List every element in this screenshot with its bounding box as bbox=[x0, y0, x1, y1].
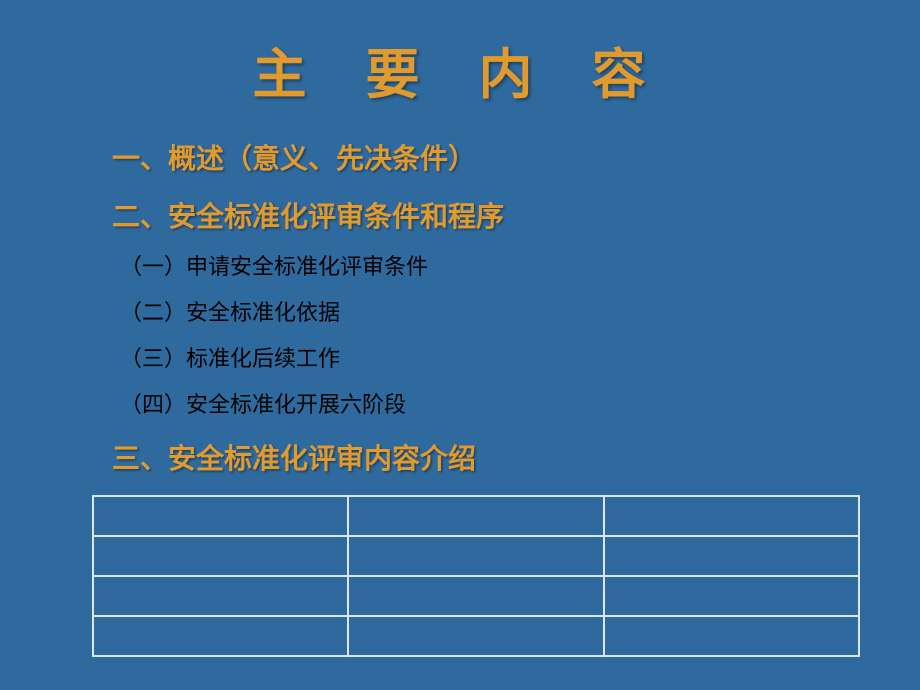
slide-container: 主 要 内 容 一、概述（意义、先决条件） 二、安全标准化评审条件和程序 （一）… bbox=[0, 0, 920, 690]
table-cell bbox=[348, 616, 603, 656]
table-cell bbox=[93, 616, 348, 656]
section-heading-2: 二、安全标准化评审条件和程序 bbox=[112, 195, 840, 235]
table-cell bbox=[93, 496, 348, 536]
table-cell bbox=[348, 576, 603, 616]
content-area: 一、概述（意义、先决条件） 二、安全标准化评审条件和程序 （一）申请安全标准化评… bbox=[0, 137, 920, 477]
table-cell bbox=[348, 496, 603, 536]
table-cell bbox=[604, 536, 859, 576]
table-cell bbox=[93, 576, 348, 616]
slide-title: 主 要 内 容 bbox=[0, 0, 920, 119]
table-row bbox=[93, 576, 859, 616]
table-cell bbox=[93, 536, 348, 576]
sub-item: （一）申请安全标准化评审条件 bbox=[112, 249, 840, 281]
table-cell bbox=[604, 576, 859, 616]
content-table bbox=[92, 495, 860, 657]
section-heading-1: 一、概述（意义、先决条件） bbox=[112, 137, 840, 177]
table-cell bbox=[604, 616, 859, 656]
table-cell bbox=[348, 536, 603, 576]
section-heading-3: 三、安全标准化评审内容介绍 bbox=[112, 437, 840, 477]
table-wrapper bbox=[0, 495, 920, 657]
table-row bbox=[93, 616, 859, 656]
sub-item: （三）标准化后续工作 bbox=[112, 341, 840, 373]
table-row bbox=[93, 536, 859, 576]
sub-item: （二）安全标准化依据 bbox=[112, 295, 840, 327]
table-cell bbox=[604, 496, 859, 536]
table-row bbox=[93, 496, 859, 536]
sub-item: （四）安全标准化开展六阶段 bbox=[112, 387, 840, 419]
